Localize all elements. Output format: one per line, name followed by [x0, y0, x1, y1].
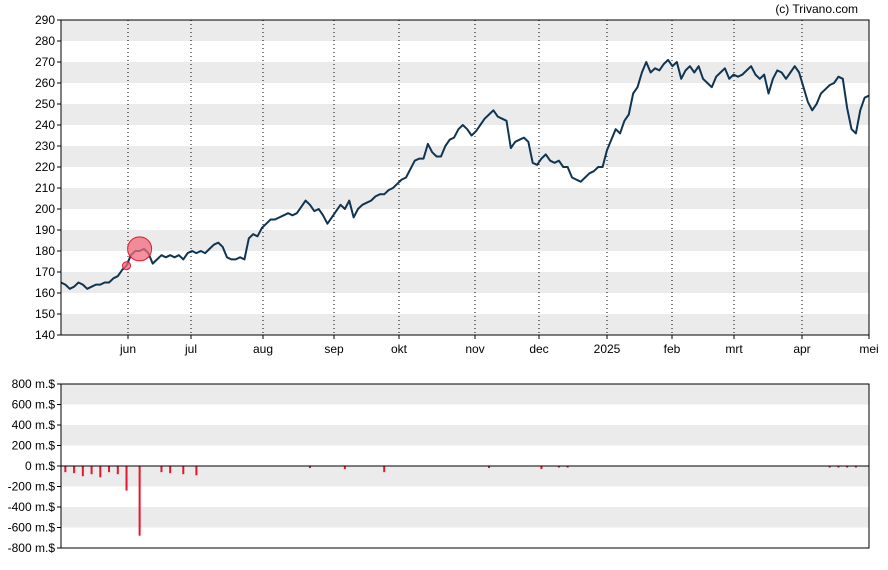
flow-bar	[308, 466, 311, 469]
flow-chart-bars	[64, 466, 857, 536]
event-marker	[122, 261, 132, 271]
x-tick-label: mei	[859, 342, 878, 356]
x-tick-label: feb	[664, 342, 681, 356]
flow-bar	[138, 466, 141, 536]
flow-bar	[64, 466, 67, 473]
x-tick-label: dec	[529, 342, 548, 356]
price-chart-bands	[61, 20, 869, 335]
price-chart-y-ticks: 140 150 160 170 180 190 200 210 220 230 240 250 260 2…	[35, 13, 61, 342]
y-tick-label: 190	[35, 223, 55, 237]
grid-band	[61, 146, 869, 167]
y-tick-label: 270	[35, 55, 55, 69]
y-tick-label: 200	[35, 202, 55, 216]
y-tick-label: -800 m.$	[8, 541, 56, 555]
flow-bar	[383, 466, 386, 473]
flow-bar	[846, 466, 849, 468]
y-tick-label: 220	[35, 160, 55, 174]
y-tick-label: 200 m.$	[12, 439, 56, 453]
y-tick-label: 210	[35, 181, 55, 195]
flow-bar	[125, 466, 128, 491]
y-tick-label: 260	[35, 76, 55, 90]
flow-bar	[837, 466, 840, 468]
x-tick-label: aug	[253, 342, 273, 356]
grid-band	[61, 507, 869, 528]
x-tick-label: 2025	[594, 342, 621, 356]
x-tick-label: sep	[324, 342, 344, 356]
event-marker	[127, 236, 153, 262]
y-tick-label: 150	[35, 307, 55, 321]
price-chart-series	[60, 58, 870, 290]
credit-text: (c) Trivano.com	[775, 2, 858, 16]
y-tick-label: -200 m.$	[8, 480, 56, 494]
x-tick-label: jul	[184, 342, 197, 356]
flow-bar	[108, 466, 111, 473]
flow-bar	[854, 466, 857, 468]
flow-bar	[73, 466, 76, 474]
y-tick-label: 160	[35, 286, 55, 300]
y-tick-label: 230	[35, 139, 55, 153]
flow-bar	[488, 466, 491, 469]
flow-bar	[566, 466, 569, 468]
flow-bar	[99, 466, 102, 478]
flow-bar	[116, 466, 119, 475]
y-tick-label: 800 m.$	[12, 377, 56, 391]
y-tick-label: 180	[35, 244, 55, 258]
flow-chart-bands	[61, 384, 869, 528]
y-tick-label: 280	[35, 34, 55, 48]
y-tick-label: 400 m.$	[12, 418, 56, 432]
flow-bar	[169, 466, 172, 474]
flow-bar	[81, 466, 84, 477]
x-tick-label: okt	[391, 342, 408, 356]
flow-bar	[195, 466, 198, 476]
y-tick-label: 0 m.$	[25, 459, 55, 473]
grid-band	[61, 230, 869, 251]
price-chart-x-ticks: jun jul aug sep okt nov dec 2025 feb mrt apr mei	[119, 335, 879, 356]
y-tick-label: 240	[35, 118, 55, 132]
x-tick-label: apr	[793, 342, 810, 356]
y-tick-label: 290	[35, 13, 55, 27]
y-tick-label: 600 m.$	[12, 398, 56, 412]
grid-band	[61, 20, 869, 41]
grid-band	[61, 314, 869, 335]
flow-bar	[182, 466, 185, 475]
grid-band	[61, 188, 869, 209]
price-chart-frame	[60, 19, 870, 336]
y-tick-label: 170	[35, 265, 55, 279]
grid-band	[61, 425, 869, 446]
flow-bar	[540, 466, 543, 470]
flow-bar	[343, 466, 346, 470]
grid-band	[61, 466, 869, 487]
flow-bar	[557, 466, 560, 468]
flow-bar	[828, 466, 831, 468]
grid-band	[61, 104, 869, 125]
y-tick-label: 250	[35, 97, 55, 111]
flow-chart-frame	[60, 383, 870, 549]
x-tick-label: mrt	[725, 342, 743, 356]
price-chart-month-gridlines	[127, 20, 803, 335]
flow-bar	[160, 466, 163, 473]
grid-band	[61, 62, 869, 83]
x-tick-label: jun	[119, 342, 136, 356]
x-tick-label: nov	[465, 342, 484, 356]
y-tick-label: -600 m.$	[8, 521, 56, 535]
grid-band	[61, 272, 869, 293]
price-chart-markers	[122, 236, 153, 271]
flow-bar	[90, 466, 93, 475]
y-tick-label: 140	[35, 328, 55, 342]
y-tick-label: -400 m.$	[8, 500, 56, 514]
grid-band	[61, 384, 869, 405]
price-line	[60, 58, 870, 290]
flow-chart-y-ticks: 800 m.$ 600 m.$ 400 m.$ 200 m.$ 0 m.$ -200 m.…	[8, 377, 61, 555]
